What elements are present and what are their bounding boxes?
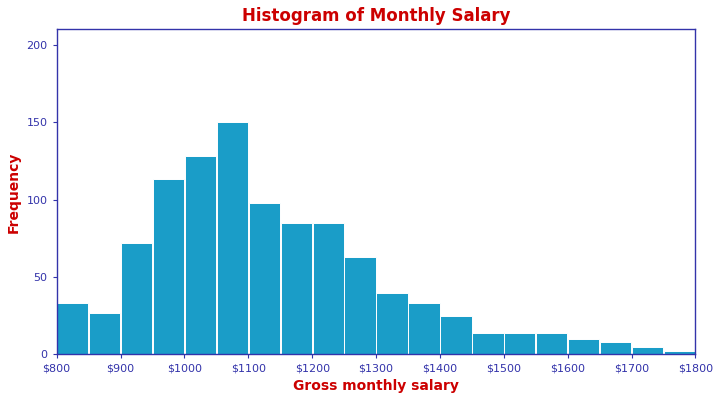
Bar <box>312 223 344 354</box>
Bar <box>408 303 440 354</box>
Bar <box>281 223 312 354</box>
Y-axis label: Frequency: Frequency <box>7 151 21 232</box>
Bar <box>664 351 696 354</box>
Bar <box>344 257 376 354</box>
Bar <box>121 243 152 354</box>
Bar <box>568 339 599 354</box>
Bar <box>536 333 567 354</box>
Bar <box>377 292 408 354</box>
Bar <box>89 313 120 354</box>
Bar <box>217 122 248 354</box>
Bar <box>248 203 280 354</box>
Title: Histogram of Monthly Salary: Histogram of Monthly Salary <box>242 7 510 25</box>
Bar <box>440 316 472 354</box>
Bar <box>472 333 503 354</box>
Bar <box>504 333 536 354</box>
X-axis label: Gross monthly salary: Gross monthly salary <box>293 379 459 393</box>
Bar <box>57 303 89 354</box>
Bar <box>185 156 216 354</box>
Bar <box>632 347 663 354</box>
Bar <box>600 342 631 354</box>
Bar <box>153 180 184 354</box>
